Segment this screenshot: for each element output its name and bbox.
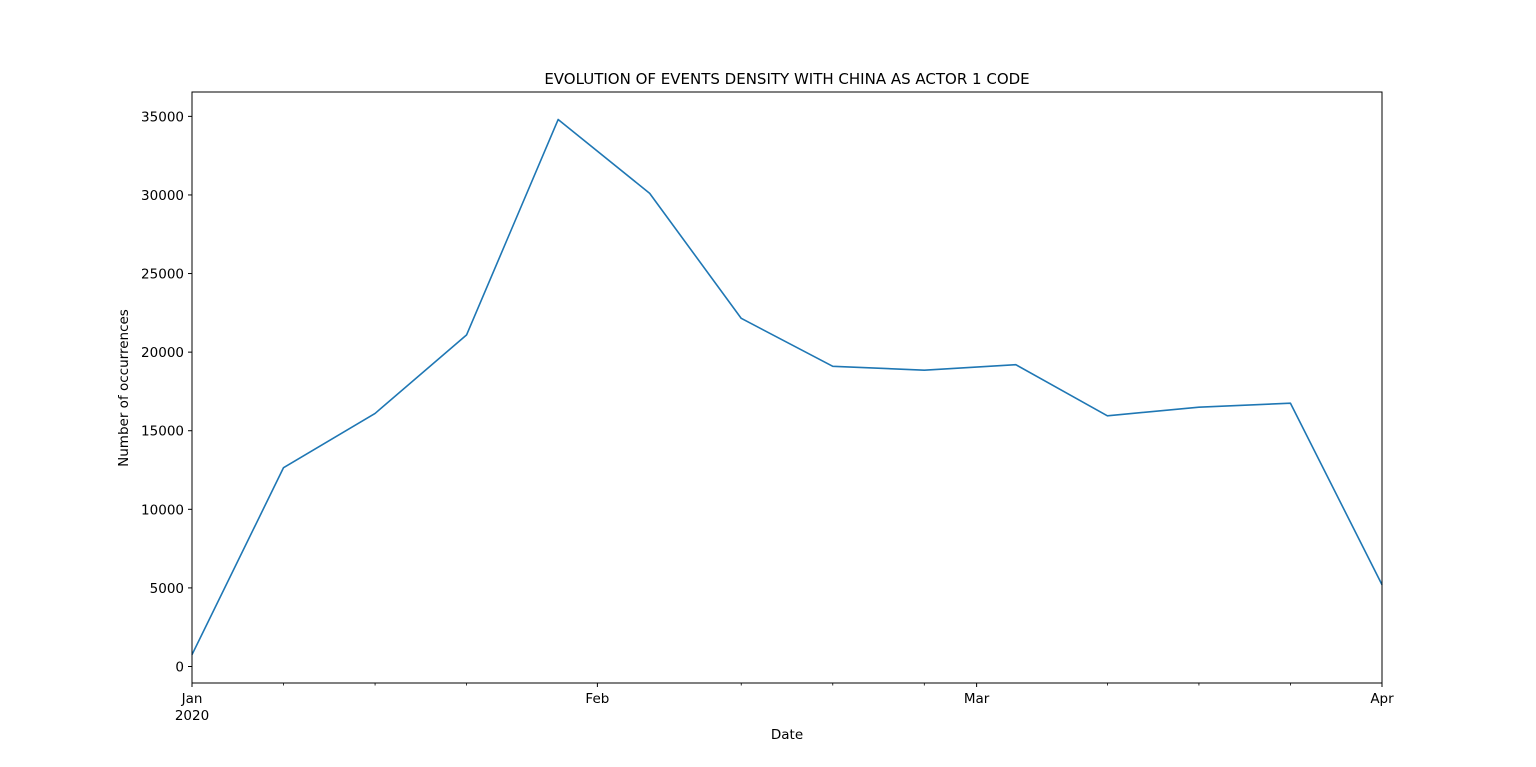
chart-title: EVOLUTION OF EVENTS DENSITY WITH CHINA A… xyxy=(544,70,1029,88)
y-tick-label: 15000 xyxy=(141,424,184,440)
y-tick-label: 30000 xyxy=(141,188,184,204)
y-tick-label: 10000 xyxy=(141,502,184,518)
plot-area: 0 5000 10000 15000 20000 25000 30000 35000 Jan20… xyxy=(141,91,1394,724)
x-axis-label: Date xyxy=(771,727,803,743)
y-tick-label: 35000 xyxy=(141,109,184,125)
x-tick-label: Jan xyxy=(181,691,203,707)
x-tick-label: Apr xyxy=(1370,691,1394,707)
y-tick-label: 25000 xyxy=(141,267,184,283)
x-tick-label: Feb xyxy=(585,691,609,707)
axes-frame xyxy=(191,91,1383,684)
x-tick-sublabel: 2020 xyxy=(175,708,209,724)
y-axis-label: Number of occurrences xyxy=(116,309,132,467)
y-tick-label: 20000 xyxy=(141,345,184,361)
x-tick-label: Mar xyxy=(964,691,990,707)
y-tick-label: 0 xyxy=(175,659,184,675)
y-tick-label: 5000 xyxy=(150,581,184,597)
series-line-0 xyxy=(191,118,1383,656)
